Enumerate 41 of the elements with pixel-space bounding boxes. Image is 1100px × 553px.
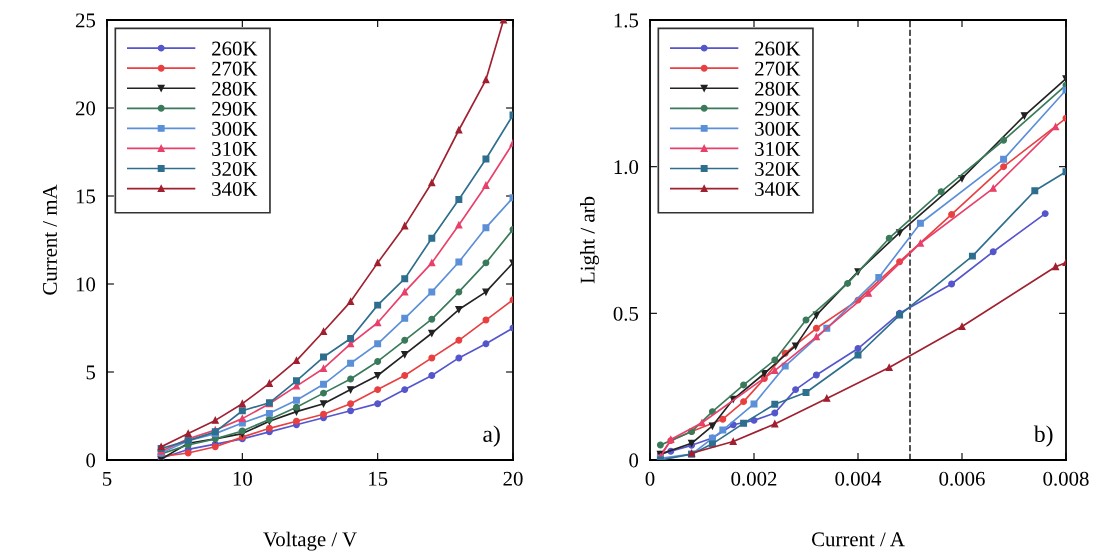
y-axis-title: Current / mA (42, 184, 57, 295)
legend-label: 270K (755, 61, 801, 76)
y-tick-label: 1.0 (614, 160, 639, 175)
legend-label: 310K (755, 141, 801, 156)
legend-label: 320K (755, 161, 801, 176)
x-tick-label: 10 (233, 471, 252, 486)
y-tick-label: 10 (76, 277, 96, 292)
legend-label: 320K (212, 161, 258, 176)
legend-label: 300K (212, 121, 258, 136)
legend-label: 310K (212, 141, 258, 156)
legend-label: 280K (755, 81, 801, 96)
legend-label: 290K (755, 101, 801, 116)
legend-label: 340K (212, 182, 258, 197)
y-tick-label: 15 (76, 189, 96, 204)
x-tick-label: 15 (369, 471, 388, 486)
y-tick-label: 1.5 (614, 13, 639, 28)
x-tick-label: 0.008 (1043, 471, 1089, 486)
annotation: b) (1033, 425, 1053, 447)
x-tick-label: 20 (503, 471, 523, 486)
legend-label: 290K (212, 101, 258, 116)
y-tick-label: 5 (86, 365, 96, 380)
legend-label: 280K (212, 81, 258, 96)
y-tick-label: 20 (75, 101, 96, 116)
y-tick-label: 25 (75, 13, 96, 28)
legend-label: 300K (755, 121, 801, 136)
annotation: a) (483, 425, 500, 447)
legend-label: 340K (755, 182, 801, 197)
x-axis-title: Current / A (811, 532, 905, 547)
legend-label: 270K (212, 61, 258, 76)
x-tick-label: 0 (645, 471, 655, 486)
x-tick-label: 0.002 (731, 471, 777, 486)
x-tick-label: 0.004 (835, 471, 882, 486)
legend-label: 260K (755, 41, 801, 56)
x-tick-label: 5 (103, 471, 112, 486)
y-tick-label: 0.5 (613, 306, 639, 321)
x-axis-title: Voltage / V (263, 531, 357, 551)
y-tick-label: 0 (629, 453, 639, 468)
x-tick-label: 0.006 (939, 471, 985, 486)
y-axis-title: Light / arb (580, 196, 599, 284)
legend-label: 260K (212, 41, 258, 56)
y-tick-label: 0 (86, 453, 96, 468)
